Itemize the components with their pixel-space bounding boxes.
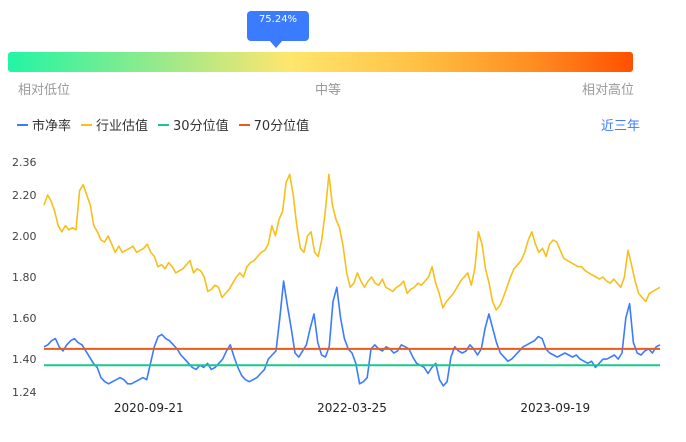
gauge-mid-label: 中等: [315, 83, 342, 98]
y-tick-label: 1.40: [12, 353, 37, 366]
y-tick-label: 1.80: [12, 271, 37, 284]
valuation-percentile-bar: [8, 52, 633, 72]
y-tick-label: 2.36: [12, 156, 37, 169]
x-tick-label: 2023-09-19: [520, 401, 590, 415]
legend-item-p70[interactable]: 70分位值: [238, 115, 310, 134]
gauge-value-label: 75.24%: [258, 14, 298, 25]
industry-series-line: [43, 173, 661, 311]
pb-series-line: [43, 280, 661, 387]
gauge-low-label: 相对低位: [18, 83, 71, 98]
legend-label-p30: 30分位值: [173, 119, 229, 134]
legend-label-industry: 行业估值: [96, 119, 149, 134]
legend-item-pb[interactable]: 市净率: [17, 115, 71, 134]
time-range-selector[interactable]: 近三年: [600, 119, 640, 134]
y-tick-label: 1.60: [12, 312, 37, 325]
gauge-high-label: 相对高位: [582, 83, 635, 98]
y-tick-label: 2.00: [12, 230, 37, 243]
x-tick-label: 2022-03-25: [317, 401, 387, 415]
y-tick-label: 2.20: [12, 189, 37, 202]
chart-legend: 市净率 行业估值 30分位值 70分位值: [17, 115, 309, 134]
legend-swatch-pb: [17, 123, 28, 126]
y-tick-label: 1.24: [12, 386, 37, 399]
legend-item-p30[interactable]: 30分位值: [158, 115, 229, 134]
gauge-value-bubble: 75.24%: [247, 11, 309, 48]
legend-swatch-industry: [81, 123, 93, 126]
legend-label-pb: 市净率: [32, 119, 72, 134]
x-tick-label: 2020-09-21: [114, 401, 184, 415]
legend-item-industry[interactable]: 行业估值: [81, 115, 148, 134]
legend-swatch-p30: [158, 123, 170, 126]
legend-label-p70: 70分位值: [253, 119, 310, 134]
legend-swatch-p70: [238, 123, 250, 126]
